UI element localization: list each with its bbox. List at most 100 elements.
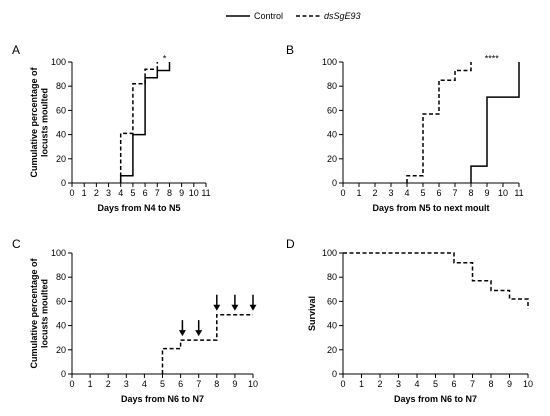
series-line-dssge93 (161, 313, 253, 374)
x-tick-label: 1 (359, 379, 364, 389)
x-axis-label: Days from N4 to N5 (97, 203, 180, 213)
arrow-icon (195, 330, 203, 337)
x-tick-label: 5 (433, 379, 438, 389)
x-tick-label: 7 (155, 188, 160, 198)
legend-dssge93-label: dsSgE93 (324, 11, 361, 21)
y-tick-label: 40 (56, 130, 66, 140)
x-tick-label: 8 (167, 188, 172, 198)
x-tick-label: 4 (118, 188, 123, 198)
x-tick-label: 11 (201, 188, 210, 198)
x-tick-label: 3 (396, 379, 401, 389)
panel-letter: A (12, 43, 20, 57)
y-tick-label: 100 (322, 57, 337, 67)
x-tick-label: 9 (484, 188, 489, 198)
arrow-icon (178, 330, 186, 337)
x-tick-label: 9 (507, 379, 512, 389)
x-tick-label: 3 (124, 379, 129, 389)
y-tick-label: 0 (332, 178, 337, 188)
panel-c: C 0 20 40 60 80 100 0 1 2 3 4 5 6 7 8 9 10 Days from N6 to… (12, 237, 258, 404)
arrow-icon (231, 304, 239, 311)
arrow-icon (249, 304, 257, 311)
x-tick-label: 5 (160, 379, 165, 389)
x-tick-label: 0 (340, 188, 345, 198)
x-tick-label: 7 (452, 188, 457, 198)
y-tick-label: 80 (327, 272, 337, 282)
x-tick-label: 10 (248, 379, 258, 389)
x-axis-label: Days from N6 to N7 (121, 394, 204, 404)
x-tick-label: 6 (178, 379, 183, 389)
series-line-dssge93 (119, 62, 159, 183)
x-tick-label: 3 (388, 188, 393, 198)
y-tick-label: 0 (61, 369, 66, 379)
x-tick-label: 11 (514, 188, 523, 198)
x-tick-label: 2 (94, 188, 99, 198)
y-tick-label: 0 (61, 178, 66, 188)
x-tick-label: 6 (436, 188, 441, 198)
y-tick-label: 60 (56, 296, 66, 306)
legend: Control dsSgE93 (226, 11, 361, 21)
x-tick-label: 7 (470, 379, 475, 389)
x-tick-label: 0 (69, 188, 74, 198)
y-tick-label: 20 (327, 154, 337, 164)
x-tick-label: 2 (372, 188, 377, 198)
legend-control-label: Control (254, 11, 283, 21)
series-line-control (119, 62, 171, 183)
y-tick-label: 100 (51, 248, 66, 258)
y-tick-label: 40 (327, 321, 337, 331)
y-tick-label: 60 (327, 296, 337, 306)
significance-annotation: * (163, 53, 167, 63)
y-tick-label: 100 (51, 57, 66, 67)
y-tick-label: 20 (56, 154, 66, 164)
x-tick-label: 1 (356, 188, 361, 198)
x-tick-label: 9 (179, 188, 184, 198)
x-tick-label: 2 (377, 379, 382, 389)
x-tick-label: 8 (488, 379, 493, 389)
x-tick-label: 0 (340, 379, 345, 389)
y-tick-label: 60 (56, 105, 66, 115)
x-tick-label: 6 (143, 188, 148, 198)
y-tick-label: 40 (56, 321, 66, 331)
x-tick-label: 10 (523, 379, 533, 389)
x-tick-label: 8 (468, 188, 473, 198)
y-tick-label: 60 (327, 105, 337, 115)
panel-letter: D (286, 237, 295, 251)
y-tick-label: 20 (56, 345, 66, 355)
x-axis-label: Days from N6 to N7 (394, 394, 477, 404)
y-axis-label: Cumulative percentage oflocusts moulted (29, 66, 49, 177)
x-tick-label: 8 (214, 379, 219, 389)
panel-letter: B (286, 43, 294, 57)
x-tick-label: 0 (69, 379, 74, 389)
series-line-control (470, 62, 520, 183)
y-tick-label: 0 (332, 369, 337, 379)
y-tick-label: 80 (327, 81, 337, 91)
y-axis-label: Cumulative percentage oflocusts moulted (29, 257, 49, 368)
panel-d: D 0 20 40 60 80 100 0 1 2 3 4 5 6 7 8 9 10 Days from N6 to… (286, 237, 533, 404)
y-tick-label: 80 (56, 81, 66, 91)
x-tick-label: 5 (130, 188, 135, 198)
y-tick-label: 20 (327, 345, 337, 355)
y-tick-label: 40 (327, 130, 337, 140)
x-tick-label: 2 (106, 379, 111, 389)
x-tick-label: 10 (189, 188, 199, 198)
x-tick-label: 4 (404, 188, 409, 198)
x-tick-label: 3 (106, 188, 111, 198)
x-tick-label: 5 (420, 188, 425, 198)
y-tick-label: 80 (56, 272, 66, 282)
arrow-icon (213, 304, 221, 311)
x-tick-label: 1 (88, 379, 93, 389)
significance-annotation: **** (485, 53, 500, 63)
y-axis-label: Survival (307, 296, 317, 331)
x-axis-label: Days from N5 to next moult (372, 203, 489, 213)
x-tick-label: 10 (498, 188, 508, 198)
x-tick-label: 1 (82, 188, 87, 198)
panel-letter: C (12, 237, 21, 251)
x-tick-label: 4 (142, 379, 147, 389)
x-tick-label: 9 (232, 379, 237, 389)
x-tick-label: 7 (196, 379, 201, 389)
series-line-dssge93 (343, 252, 529, 309)
x-tick-label: 6 (451, 379, 456, 389)
panel-b: B 0 20 40 60 80 100 0 1 2 3 4 5 6 7 8 9 10 11 Days from N5 … (286, 43, 524, 213)
series-line-dssge93 (406, 62, 472, 183)
